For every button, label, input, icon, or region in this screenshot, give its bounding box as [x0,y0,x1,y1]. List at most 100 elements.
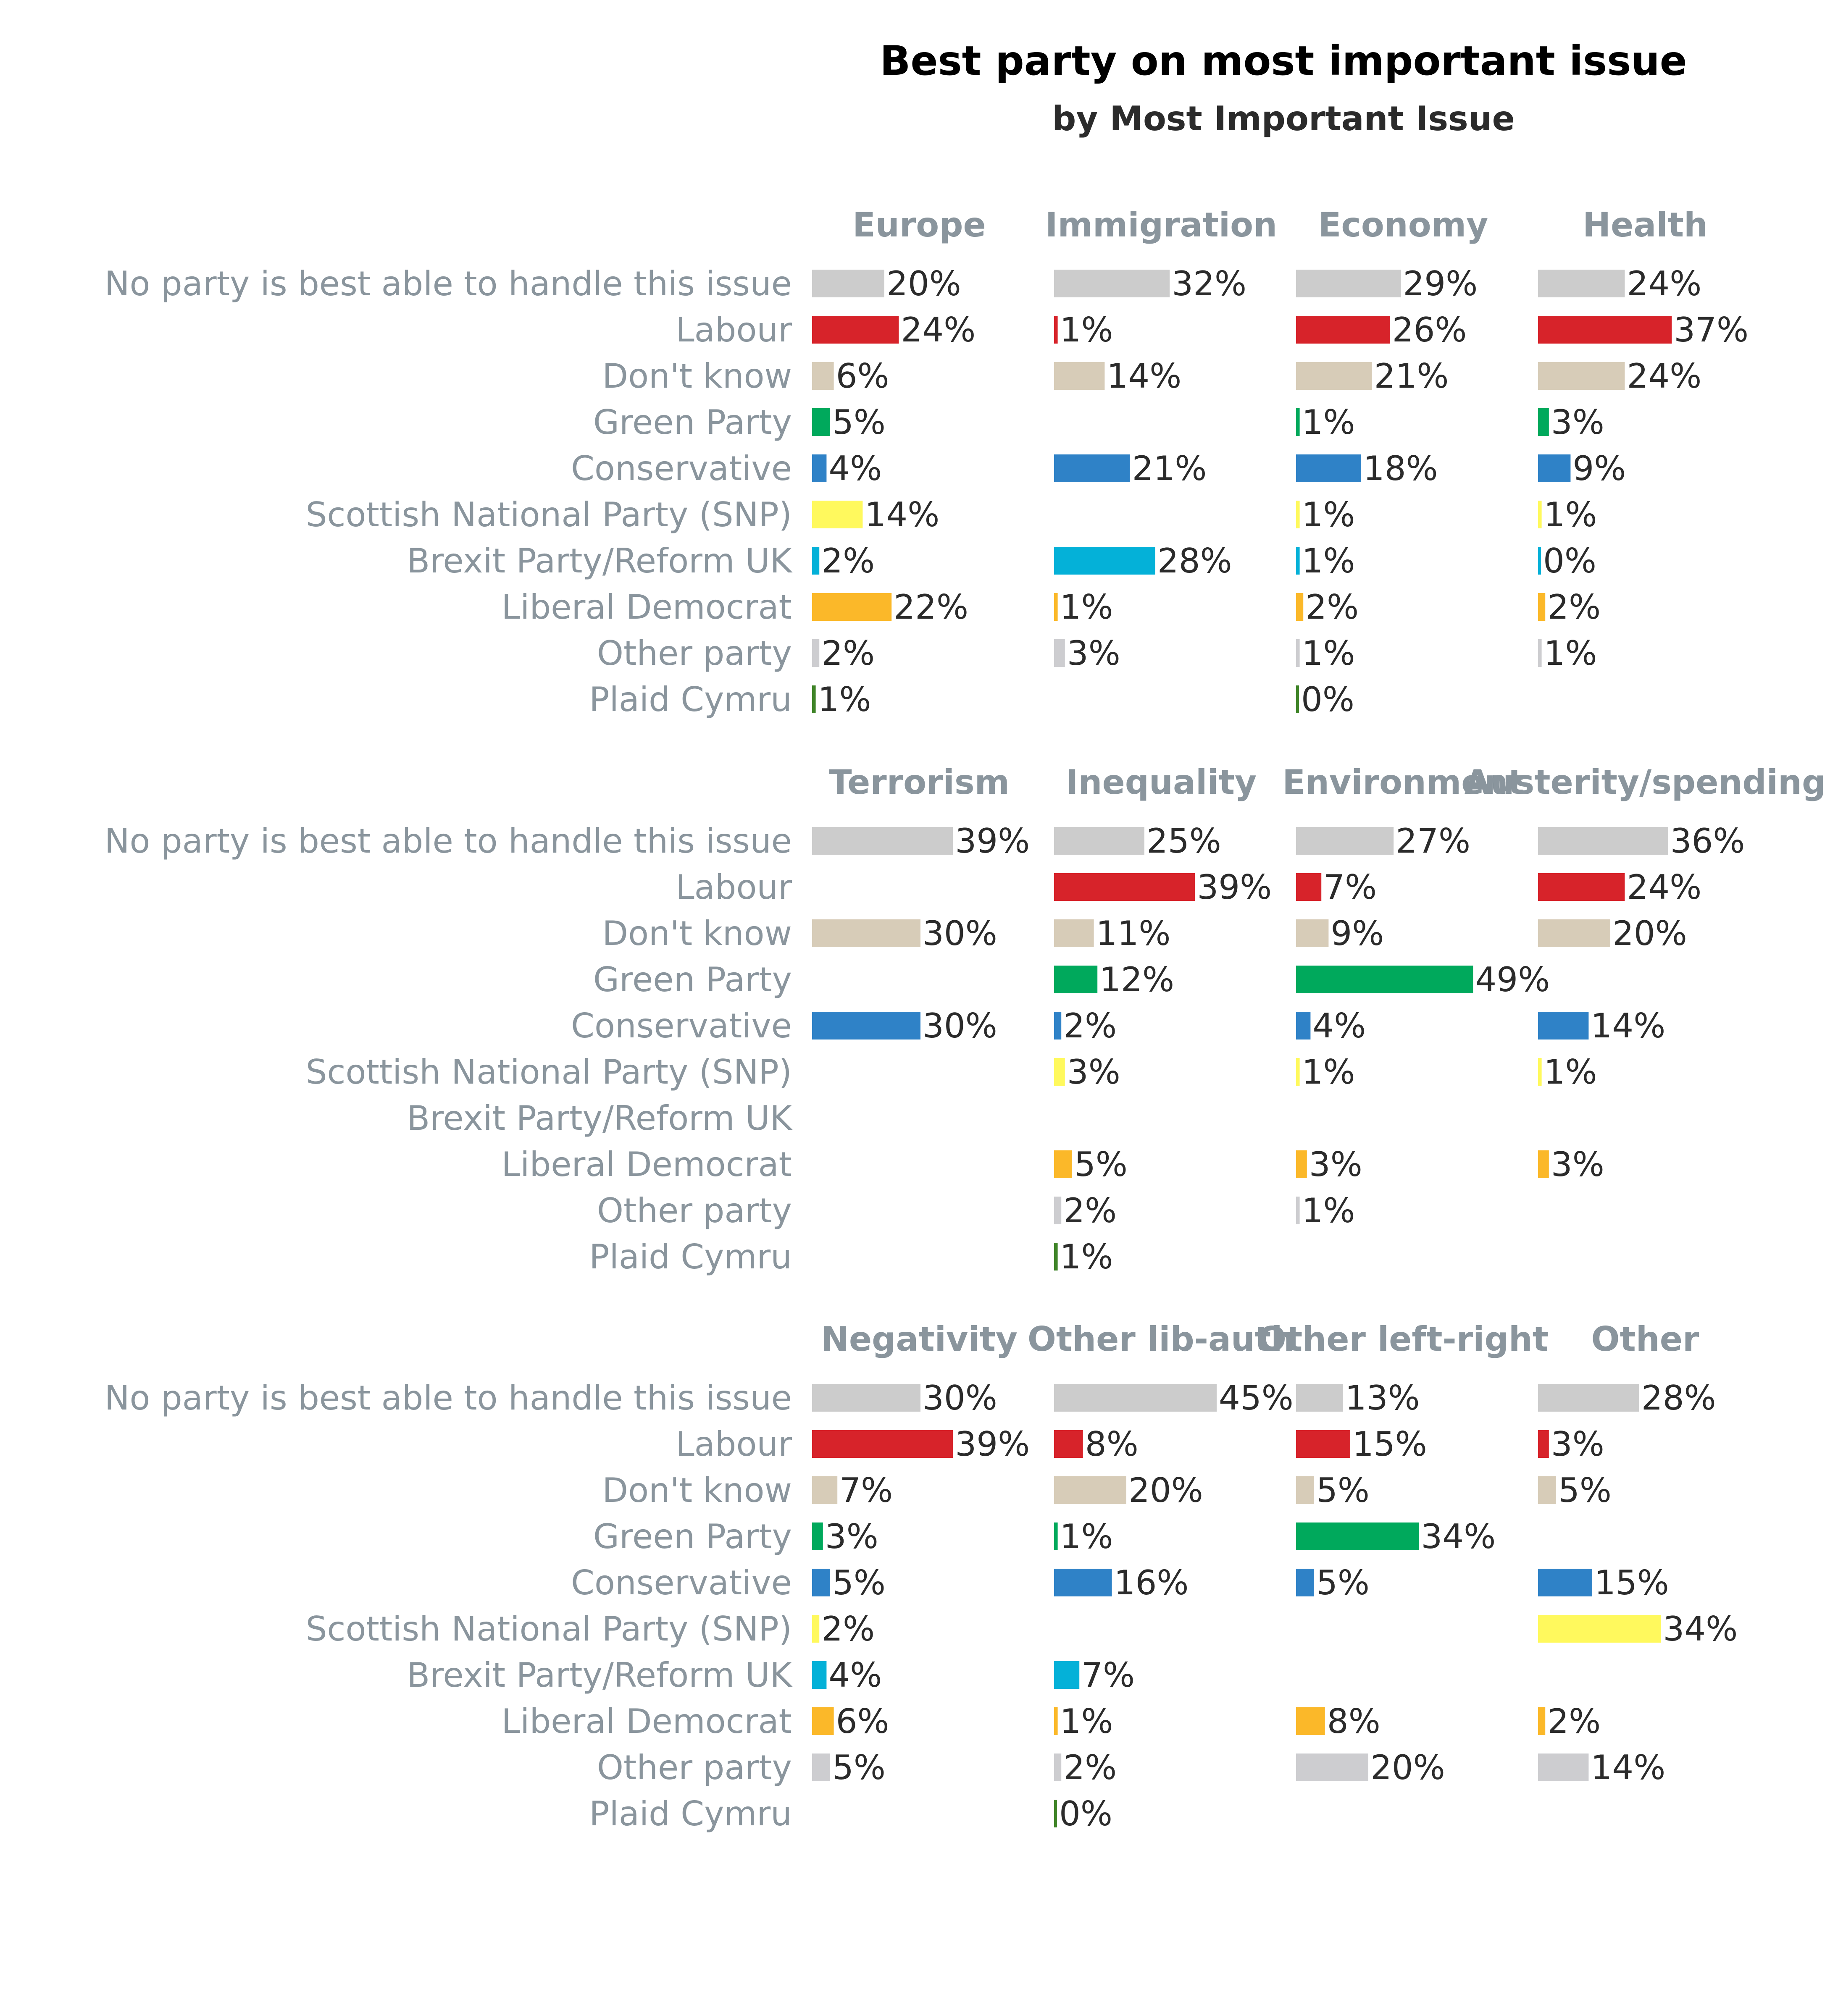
value-label: 5% [1558,1471,1612,1510]
value-label: 3% [1551,1425,1604,1464]
value-label: 1% [1544,495,1597,534]
value-label: 14% [1591,1748,1665,1787]
panel-title: Terrorism [829,763,1010,802]
value-label: 6% [836,357,889,396]
bar [1054,362,1105,390]
bar [1054,639,1065,667]
chart-subtitle: by Most Important Issue [1052,99,1515,138]
bar [1054,1058,1065,1086]
bar [1538,1012,1589,1040]
bar [1538,454,1571,482]
value-label: 1% [1302,1191,1355,1230]
bar [812,639,820,667]
panel-environment: Environment 27% 7% 9% 49% 4% 1% 3% 1% [1282,763,1550,1230]
value-label: 15% [1594,1563,1669,1602]
row-label: No party is best able to handle this iss… [105,1378,792,1418]
value-label: 32% [1172,264,1246,303]
value-label: 16% [1114,1563,1189,1602]
value-label: 45% [1219,1378,1294,1418]
bar [1296,362,1372,390]
bar [812,1522,823,1550]
value-label: 1% [1302,634,1355,673]
value-label: 13% [1345,1378,1420,1418]
row-label: Liberal Democrat [502,1702,792,1741]
value-label: 20% [1370,1748,1445,1787]
bar [1296,966,1473,993]
value-label: 3% [1067,634,1120,673]
row-label: Other party [597,634,792,673]
bar [1296,501,1300,528]
bar [1054,547,1155,575]
bar [1296,873,1322,901]
value-label: 2% [1063,1006,1117,1045]
bar [1054,966,1098,993]
bar [812,593,892,621]
value-label: 30% [923,1378,997,1418]
panel-health: Health 24% 37% 24% 3% 9% 1% 0% 2% 1% [1538,205,1749,673]
value-label: 1% [1302,495,1355,534]
panel-title: Inequality [1066,763,1257,802]
value-label: 9% [1572,449,1626,488]
bar [1296,316,1390,344]
row-label: Conservative [571,1006,792,1045]
value-label: 0% [1543,541,1596,580]
panel-terrorism: Terrorism 39% 30% 30% [812,763,1030,1045]
bar [1296,639,1300,667]
bar [1054,1012,1062,1040]
value-label: 22% [894,588,968,627]
value-label: 20% [886,264,961,303]
bar [1054,454,1130,482]
value-label: 18% [1363,449,1438,488]
row-label: Labour [676,1425,792,1464]
bar [1054,1476,1126,1504]
value-label: 24% [1627,357,1701,396]
value-label: 26% [1392,310,1467,349]
value-label: 34% [1421,1517,1496,1556]
panel-title: Environment [1282,763,1524,802]
bar [1296,685,1299,713]
row-label: Don't know [602,357,792,396]
bar [812,1384,920,1412]
panels: Europe 20% 24% 6% 5% 4% 14% 2% 22% 2% 1% No party i… [105,205,1826,1833]
bar [1054,827,1144,855]
row-label: Plaid Cymru [589,1794,792,1833]
bar [1296,1384,1343,1412]
value-label: 4% [1312,1006,1366,1045]
bar [1538,1058,1542,1086]
value-label: 14% [1107,357,1181,396]
bar [812,316,899,344]
bar [1054,1384,1217,1412]
bar [1054,1522,1058,1550]
bar [1538,1430,1549,1458]
value-label: 21% [1132,449,1207,488]
value-label: 28% [1641,1378,1716,1418]
row-label: Scottish National Party (SNP) [306,1053,792,1092]
value-label: 39% [1197,868,1272,907]
bar [1538,408,1549,436]
row-label: Green Party [593,403,792,442]
bar [1538,919,1610,947]
value-label: 12% [1099,960,1174,999]
value-label: 1% [1302,1053,1355,1092]
value-label: 1% [818,680,871,719]
value-label: 1% [1060,1702,1113,1741]
bar [1538,593,1546,621]
row-label: Green Party [593,960,792,999]
bar [1538,501,1542,528]
value-label: 1% [1060,588,1113,627]
bar [812,408,830,436]
bar [1538,270,1625,297]
value-label: 9% [1331,914,1384,953]
value-label: 4% [828,449,882,488]
panel-austerity-spending: Austerity/spending 36% 24% 20% 14% 1% 3% [1465,763,1826,1184]
panel-title: Health [1583,205,1708,244]
row-label: Scottish National Party (SNP) [306,495,792,534]
value-label: 30% [923,1006,997,1045]
value-label: 36% [1670,822,1745,861]
bar [812,1615,820,1643]
bar [1296,1058,1300,1086]
bar [812,1707,834,1735]
value-label: 3% [1551,403,1604,442]
value-label: 24% [901,310,976,349]
